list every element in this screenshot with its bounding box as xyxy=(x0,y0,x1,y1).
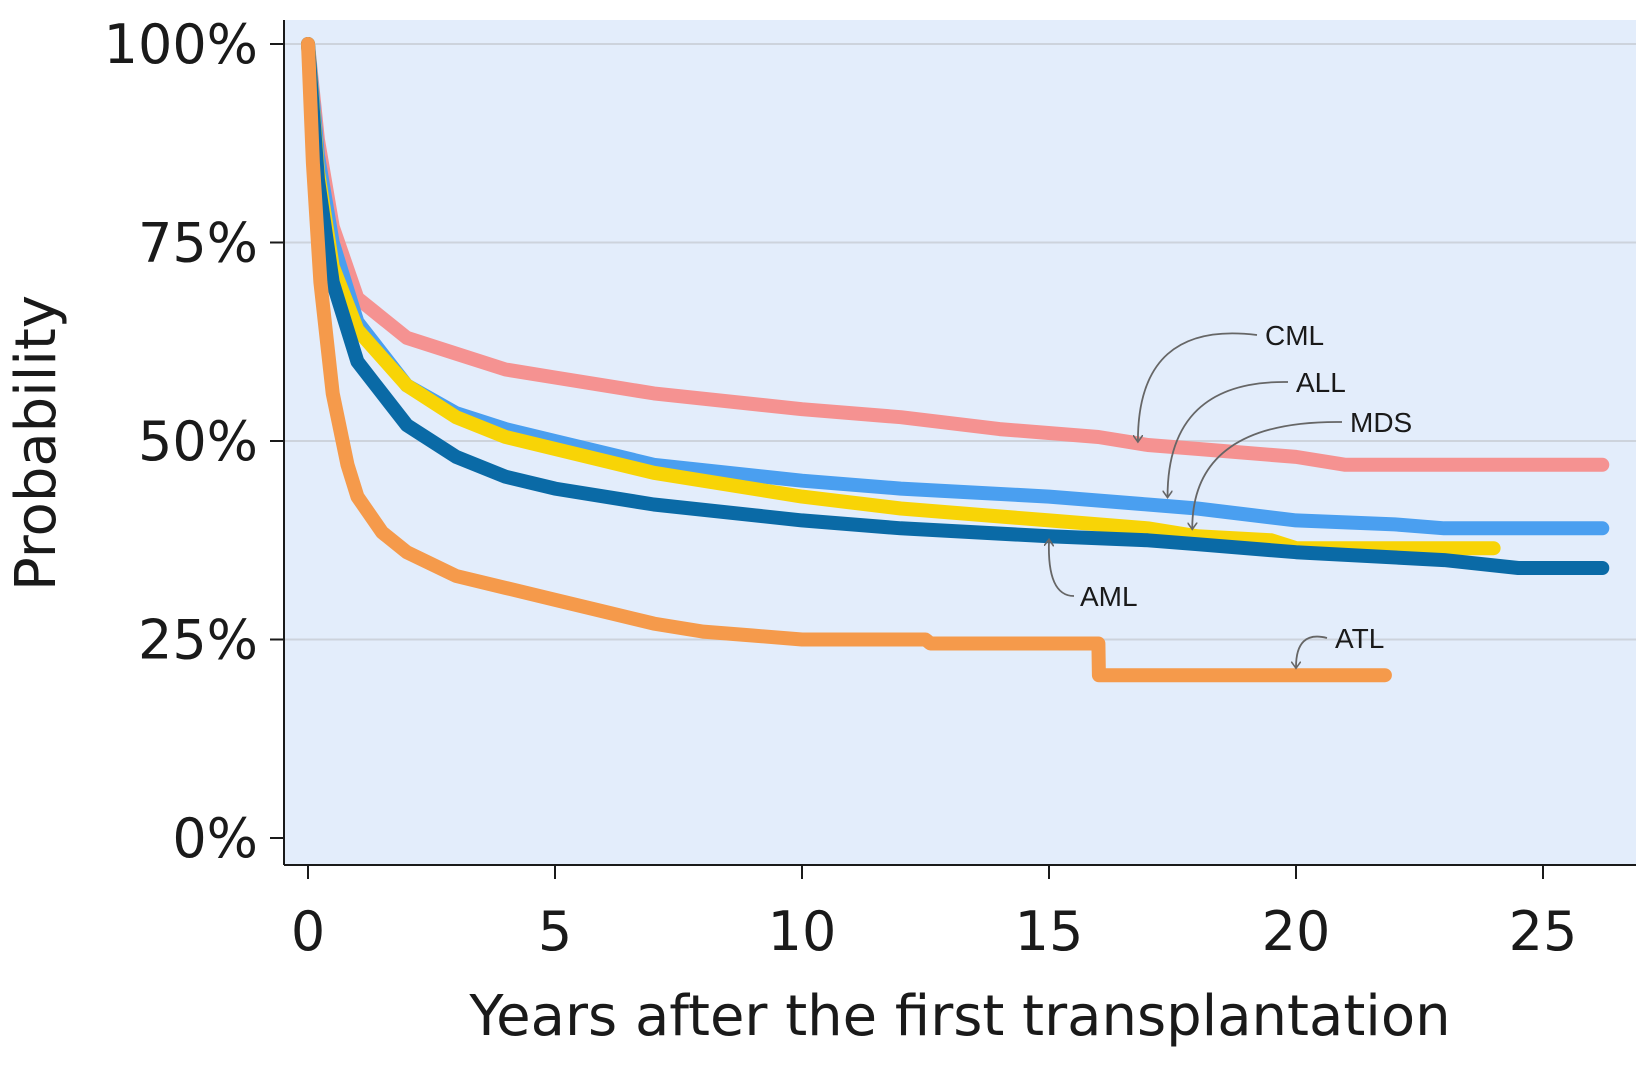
x-tick-label-0: 0 xyxy=(291,900,325,963)
y-tick-label-2: 50% xyxy=(138,410,258,473)
series-line-aml xyxy=(301,37,1610,575)
x-tick-label-1: 5 xyxy=(538,900,572,963)
x-axis-title: Years after the first transplantation xyxy=(468,984,1450,1049)
series-line-atl xyxy=(301,37,1392,683)
y-axis-title: Probability xyxy=(4,295,69,591)
y-tick-label-0: 0% xyxy=(172,807,258,870)
annotation-label-all: ALL xyxy=(1296,367,1346,398)
y-tick-label-1: 25% xyxy=(138,609,258,672)
x-tick-label-5: 25 xyxy=(1509,900,1578,963)
x-tick-label-4: 20 xyxy=(1262,900,1331,963)
annotation-label-atl: ATL xyxy=(1335,623,1384,654)
annotation-arrow-all xyxy=(1168,381,1289,497)
plot-background xyxy=(284,20,1636,865)
annotation-arrow-atl xyxy=(1296,635,1328,668)
axes: 0% 25% 50% 75% 100% 0 5 10 15 20 25 xyxy=(104,13,1636,963)
annotation-arrow-aml xyxy=(1049,540,1075,597)
y-tick-label-4: 100% xyxy=(104,13,258,76)
annotation-label-aml: AML xyxy=(1080,581,1138,612)
annotation-arrow-mds xyxy=(1192,421,1343,528)
annotation-arrow-cml xyxy=(1138,332,1258,441)
annotation-label-cml: CML xyxy=(1265,320,1324,351)
x-tick-label-3: 15 xyxy=(1015,900,1084,963)
y-tick-label-3: 75% xyxy=(138,212,258,275)
x-tick-label-2: 10 xyxy=(768,900,837,963)
series-lines xyxy=(301,37,1610,683)
annotation-label-mds: MDS xyxy=(1350,407,1412,438)
series-line-mds xyxy=(301,37,1501,556)
